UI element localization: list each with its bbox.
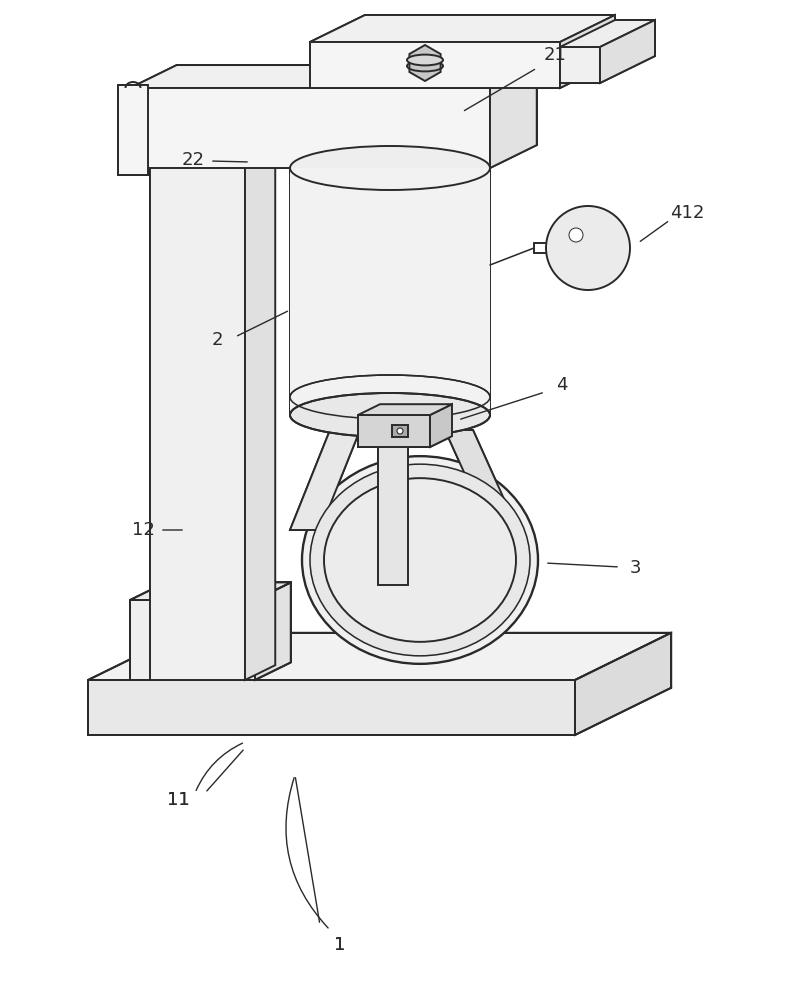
Polygon shape	[445, 430, 518, 530]
Polygon shape	[310, 15, 615, 42]
Polygon shape	[560, 15, 615, 88]
Text: 11: 11	[166, 791, 190, 809]
Polygon shape	[290, 168, 490, 415]
Text: 11: 11	[166, 791, 190, 809]
Polygon shape	[88, 680, 575, 735]
Polygon shape	[88, 633, 672, 680]
Polygon shape	[130, 600, 255, 680]
Polygon shape	[130, 582, 291, 600]
Text: 1: 1	[334, 936, 345, 954]
Polygon shape	[290, 430, 360, 530]
Polygon shape	[150, 88, 245, 680]
Ellipse shape	[407, 55, 443, 65]
Circle shape	[546, 206, 630, 290]
Text: 3: 3	[629, 559, 641, 577]
Polygon shape	[560, 47, 600, 83]
Polygon shape	[245, 73, 275, 680]
Polygon shape	[130, 88, 490, 168]
Circle shape	[569, 228, 583, 242]
Polygon shape	[310, 42, 560, 88]
Text: 12: 12	[131, 521, 154, 539]
Polygon shape	[130, 65, 537, 88]
Text: 21: 21	[543, 46, 566, 64]
Polygon shape	[358, 415, 430, 447]
Polygon shape	[378, 415, 408, 585]
Text: 22: 22	[182, 151, 204, 169]
Polygon shape	[392, 425, 408, 437]
Polygon shape	[430, 404, 452, 447]
Polygon shape	[600, 20, 655, 83]
Ellipse shape	[302, 456, 538, 664]
Polygon shape	[118, 85, 148, 175]
Polygon shape	[255, 582, 291, 680]
Polygon shape	[358, 404, 452, 415]
Polygon shape	[575, 633, 672, 735]
Polygon shape	[410, 45, 440, 81]
Text: 1: 1	[334, 936, 345, 954]
Text: 4: 4	[556, 376, 568, 394]
Ellipse shape	[310, 464, 530, 656]
Text: 412: 412	[670, 204, 704, 222]
Ellipse shape	[324, 478, 516, 642]
Ellipse shape	[290, 146, 490, 190]
Circle shape	[397, 428, 403, 434]
Ellipse shape	[290, 393, 490, 437]
Polygon shape	[150, 73, 275, 88]
Polygon shape	[560, 20, 655, 47]
Text: 2: 2	[211, 331, 223, 349]
Polygon shape	[490, 65, 537, 168]
